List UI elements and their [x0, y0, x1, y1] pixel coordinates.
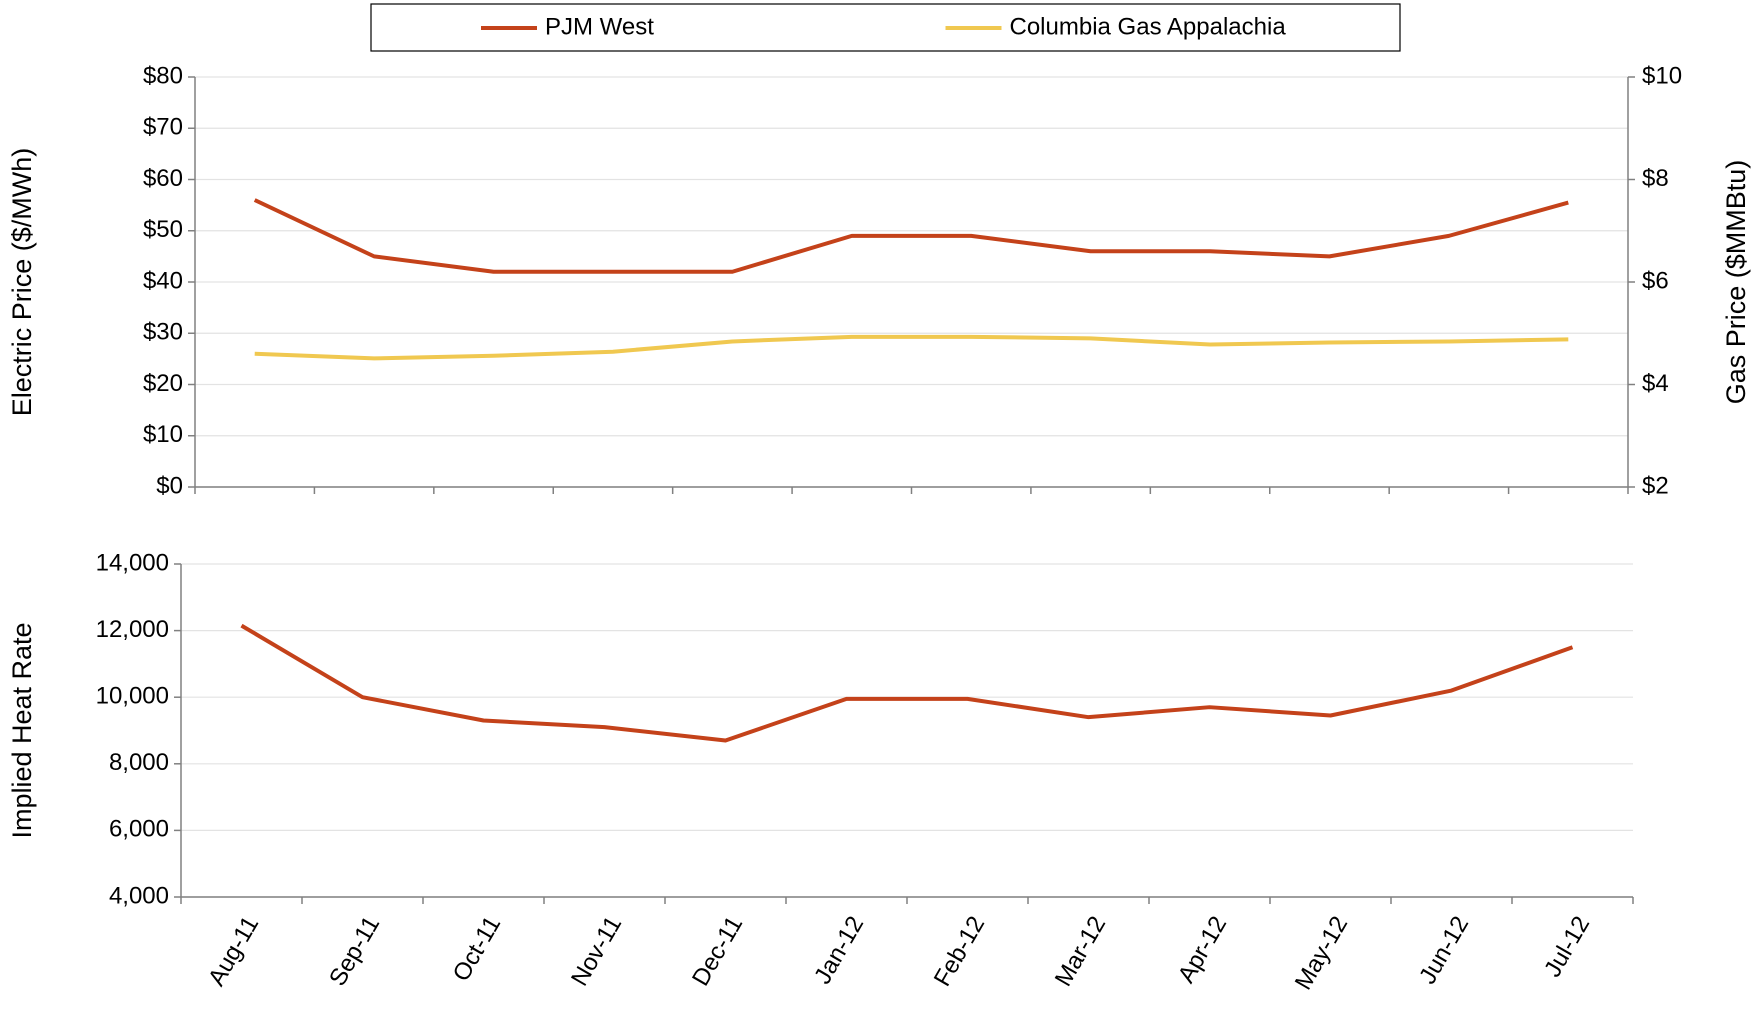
y2-tick-label: $10	[1642, 62, 1682, 89]
y2-axis-title: Gas Price ($MMBtu)	[1721, 160, 1751, 405]
y-tick-label: $30	[143, 319, 183, 346]
x-tick-label: Oct-11	[448, 912, 507, 986]
series-line	[253, 198, 1569, 274]
y-tick-label: $20	[143, 370, 183, 397]
y-axis-title: Electric Price ($/MWh)	[7, 148, 37, 417]
x-tick-label: Sep-11	[324, 912, 385, 991]
y2-tick-label: $4	[1642, 370, 1669, 397]
y-tick-label: $60	[143, 165, 183, 192]
y2-tick-label: $8	[1642, 165, 1669, 192]
y-tick-label: 4,000	[109, 882, 169, 909]
x-tick-label: Jan-12	[809, 912, 869, 989]
x-tick-label: Mar-12	[1050, 912, 1111, 991]
x-tick-label: Feb-12	[929, 912, 990, 991]
y-tick-label: $10	[143, 421, 183, 448]
x-tick-label: Nov-11	[566, 912, 627, 991]
series-line	[240, 623, 1574, 743]
y-tick-label: $50	[143, 216, 183, 243]
legend-box	[370, 3, 1401, 52]
x-tick-label: Aug-11	[203, 912, 264, 991]
y-tick-label: $70	[143, 114, 183, 141]
y-tick-label: 14,000	[96, 549, 169, 576]
x-tick-label: Dec-11	[687, 912, 748, 991]
y-axis-title: Implied Heat Rate	[7, 622, 37, 838]
x-tick-label: Jul-12	[1539, 912, 1595, 982]
y-tick-label: 12,000	[96, 616, 169, 643]
x-tick-label: May-12	[1290, 912, 1353, 995]
y2-tick-label: $2	[1642, 472, 1669, 499]
legend-label: PJM West	[545, 13, 654, 40]
legend-label: Columbia Gas Appalachia	[1010, 13, 1287, 40]
y-tick-label: 6,000	[109, 816, 169, 843]
x-tick-label: Jun-12	[1414, 912, 1474, 989]
series-line	[254, 334, 1569, 361]
y2-tick-label: $6	[1642, 267, 1669, 294]
y-tick-label: $40	[143, 267, 183, 294]
y-tick-label: $0	[156, 472, 183, 499]
x-tick-label: Apr-12	[1173, 912, 1232, 988]
y-tick-label: 10,000	[96, 683, 169, 710]
y-tick-label: 8,000	[109, 749, 169, 776]
y-tick-label: $80	[143, 62, 183, 89]
